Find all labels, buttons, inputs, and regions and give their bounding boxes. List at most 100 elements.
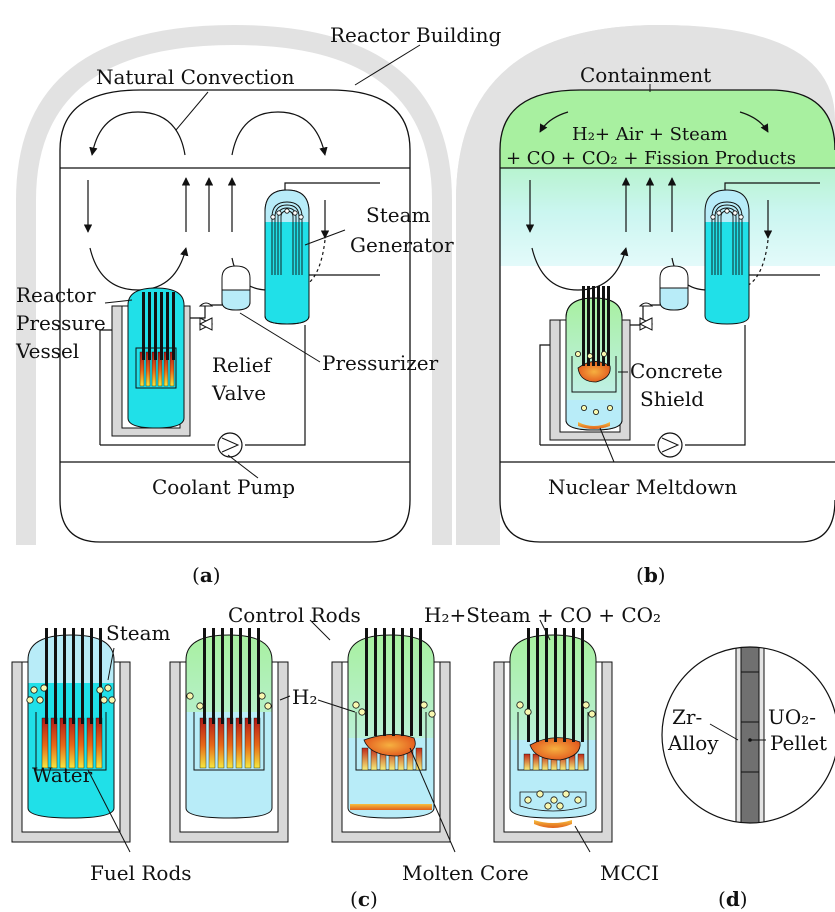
steam-label: Steam <box>106 621 170 645</box>
control-rod <box>581 628 584 742</box>
control-rod <box>142 292 145 360</box>
gas-bubble <box>358 708 366 716</box>
coolant-pump-label: Coolant Pump <box>152 475 295 499</box>
control-rod <box>592 286 595 366</box>
relief-valve-a <box>198 302 214 331</box>
fuel-rods-label: Fuel Rods <box>90 861 192 885</box>
gas-bubble <box>104 684 112 692</box>
uo2-pellet-column <box>740 647 760 823</box>
control-rod <box>419 628 422 736</box>
gas-bubble <box>601 350 608 357</box>
fuel-rod <box>86 717 94 769</box>
relief-valve-label-2: Valve <box>211 381 266 405</box>
sg-bubble <box>298 214 304 220</box>
sg-tube <box>271 201 303 275</box>
rpv-label-3: Vessel <box>15 339 79 363</box>
sg-bubble <box>732 210 738 216</box>
fuel-rod <box>532 753 540 771</box>
control-rods-a <box>142 292 175 360</box>
mcci-label: MCCI <box>600 861 659 885</box>
gas-bubble <box>593 408 600 415</box>
molten-core-label: Molten Core <box>402 861 529 885</box>
control-rods-b <box>582 286 610 366</box>
gas-bubble <box>196 702 204 710</box>
control-rod <box>90 628 93 724</box>
gas-bubble <box>26 696 34 704</box>
control-rod <box>72 628 75 724</box>
sg-bubble <box>716 210 722 216</box>
steam-generator-label-2: Generator <box>350 233 454 257</box>
caption-a: (a) <box>192 563 221 587</box>
panel-a: Reactor Building Natural Convection Stea… <box>15 23 501 587</box>
gas-bubble <box>575 350 582 357</box>
sg-tube <box>714 204 740 275</box>
control-rod <box>401 628 404 736</box>
steam-generator-a <box>264 189 310 325</box>
water-label: Water <box>32 763 93 787</box>
steam-generator-b <box>704 189 750 325</box>
vessel-c2 <box>169 628 289 843</box>
gas-bubble <box>258 692 266 700</box>
sg-bubble <box>270 214 276 220</box>
pressurizer-a <box>221 265 251 311</box>
control-rod <box>99 628 102 724</box>
sg-tube <box>711 201 743 275</box>
panel-d: Zr- Alloy UO₂- Pellet (d) <box>661 646 835 911</box>
vessel-c4 <box>493 628 613 843</box>
fuel-rod <box>199 717 207 769</box>
relief-valve-label-1: Relief <box>212 353 273 377</box>
rpv-label-1: Reactor <box>16 283 96 307</box>
control-rod <box>582 286 585 366</box>
gas-bubble <box>428 710 436 718</box>
caption-d: (d) <box>718 887 748 911</box>
control-rod <box>45 628 48 724</box>
sg-bubble <box>724 208 730 214</box>
control-rod <box>172 292 175 360</box>
control-rod <box>383 628 386 736</box>
gas-bubble <box>582 701 590 709</box>
reactor-building-label: Reactor Building <box>330 23 501 47</box>
vessel-c3 <box>331 628 451 843</box>
control-rod <box>607 286 610 366</box>
rpv-a <box>111 287 191 437</box>
caption-c: (c) <box>350 887 378 911</box>
concrete-shield-label-1: Concrete <box>630 359 723 383</box>
fuel-rod <box>41 717 49 769</box>
panel-c: Steam Control Rods H₂+Steam + CO + CO₂ H… <box>11 603 661 911</box>
control-rod <box>212 628 215 724</box>
control-rod <box>221 628 224 724</box>
gas-bubble <box>420 701 428 709</box>
sg-tube <box>274 204 300 275</box>
fuel-rod <box>361 747 369 771</box>
gas-bubble <box>40 684 48 692</box>
gas-bubble <box>607 404 614 411</box>
gas-bubble <box>562 790 570 798</box>
fuel-rod <box>50 717 58 769</box>
piping-b <box>539 182 820 446</box>
rpv-label-2: Pressure <box>16 311 106 335</box>
fuel-rod <box>244 717 252 769</box>
sg-bubble <box>292 210 298 216</box>
pressurizer-label: Pressurizer <box>322 351 439 375</box>
gas-bubble <box>556 802 564 810</box>
zr-label-2: Alloy <box>667 731 719 755</box>
coolant-pump-b <box>657 432 683 458</box>
containment-label: Containment <box>580 63 711 87</box>
control-rod <box>587 286 590 366</box>
gas-bubble <box>524 796 532 804</box>
gas-mix-label: H₂+Steam + CO + CO₂ <box>424 603 661 627</box>
control-rod <box>154 292 157 360</box>
zr-label-1: Zr- <box>672 705 702 729</box>
sg-bubble <box>738 214 744 220</box>
gas-bubble <box>186 692 194 700</box>
control-rod <box>166 292 169 360</box>
steam-generator-label-1: Steam <box>366 203 430 227</box>
fuel-rod <box>217 717 225 769</box>
control-rod <box>160 292 163 360</box>
fuel-rod <box>226 717 234 769</box>
vessel-c1 <box>11 628 131 843</box>
bubbles-b <box>575 350 614 415</box>
control-rod <box>563 628 566 742</box>
fuel-rod <box>95 717 103 769</box>
fuel-rod <box>77 717 85 769</box>
